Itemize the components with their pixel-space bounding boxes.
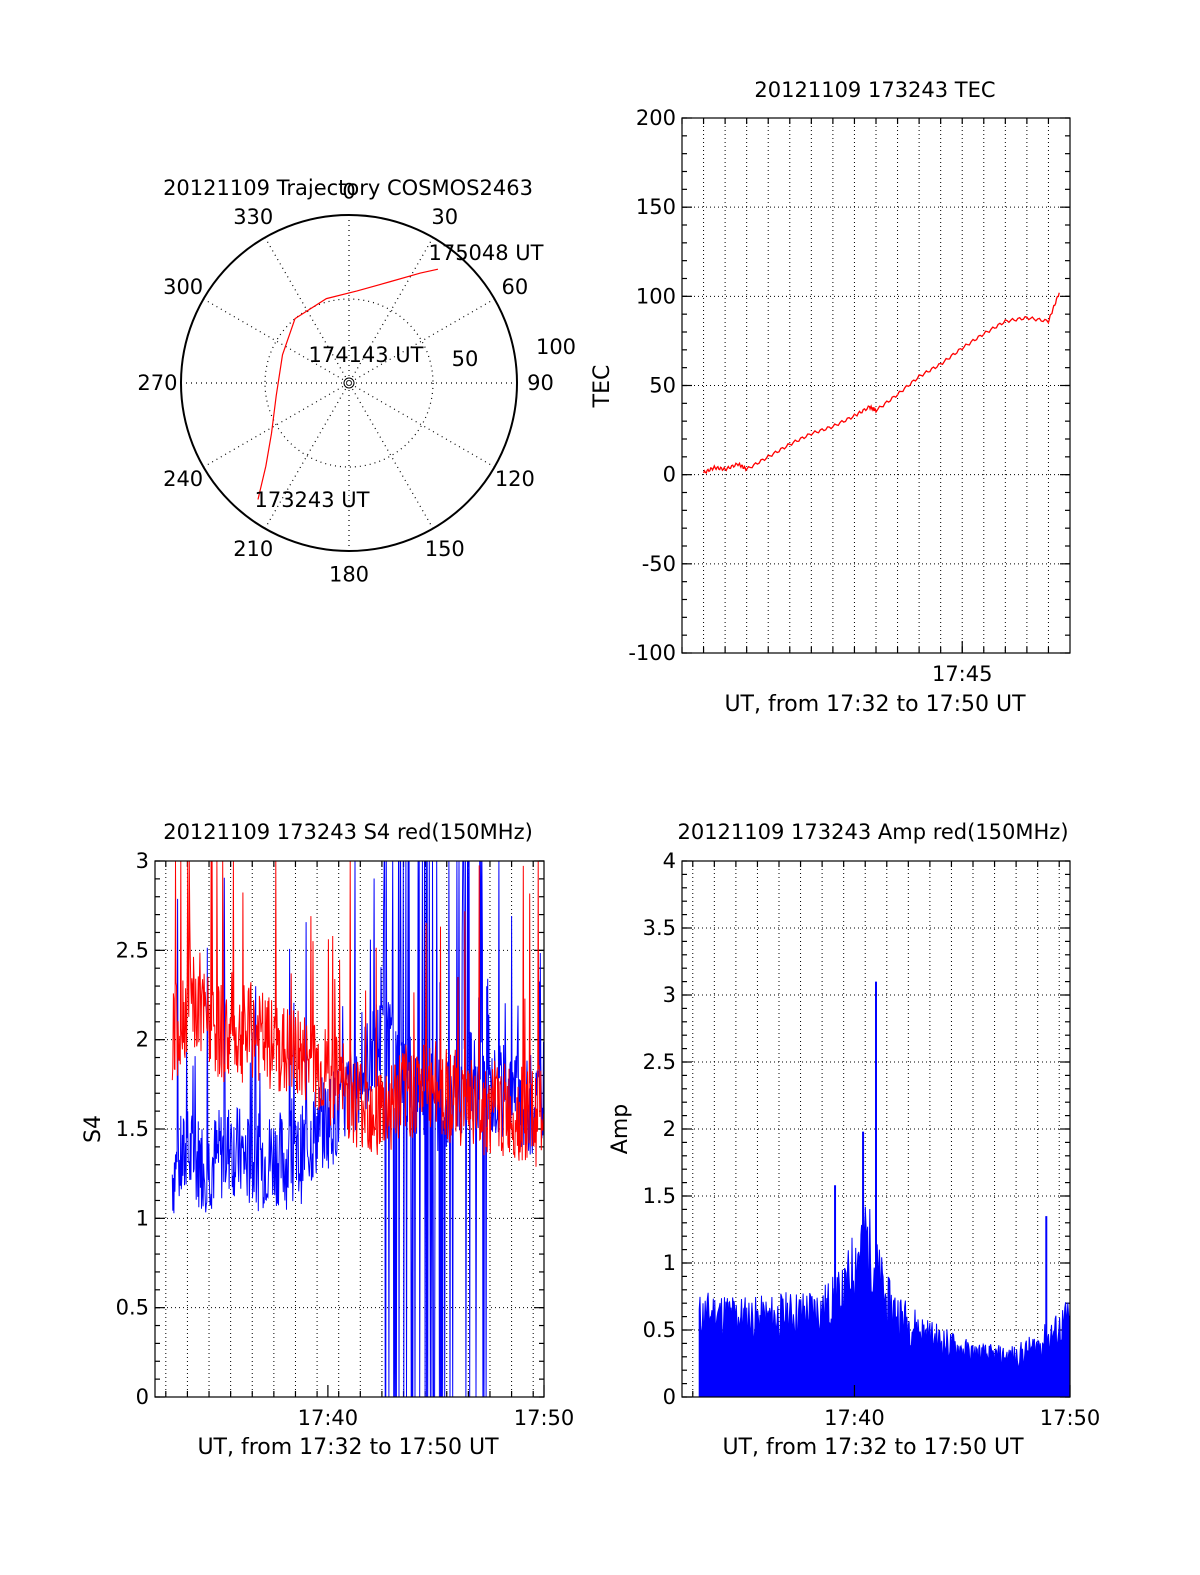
y-tick-label: 3.5 [643, 916, 676, 940]
tec-y-tick-labels: -100 -50 0 50 100 150 200 [628, 106, 676, 665]
s4-y-axis-label: S4 [81, 1115, 106, 1143]
amp-x-tick-labels: 17:40 17:50 [824, 1385, 1100, 1430]
y-tick-label: -100 [628, 641, 676, 665]
track-annotations: 175048 UT 174143 UT 173243 UT [254, 241, 543, 512]
polar-center-ring [343, 377, 355, 389]
s4-y-tick-labels: 0 0.5 1 1.5 2 2.5 3 [116, 849, 149, 1409]
polar-angle-label: 300 [163, 275, 203, 299]
amp-series-area [698, 1200, 1071, 1398]
track-annotation: 175048 UT [428, 241, 543, 265]
tec-series-line [703, 292, 1060, 475]
tec-x-tick-labels: 17:45 [932, 641, 993, 686]
y-tick-label: 0 [663, 1385, 676, 1409]
amp-plot-frame [681, 860, 1071, 1398]
polar-angle-label: 240 [163, 467, 203, 491]
polar-radial-label: 50 [452, 347, 479, 371]
y-tick-label: 0.5 [116, 1296, 149, 1320]
y-tick-label: 100 [636, 284, 676, 308]
tec-x-axis-label: UT, from 17:32 to 17:50 UT [724, 692, 1026, 717]
polar-spoke [264, 237, 434, 529]
s4-x-tick-labels: 17:40 17:50 [298, 1385, 575, 1430]
amp-grid [682, 860, 1070, 1398]
tec-title: 20121109 173243 TEC [754, 78, 995, 102]
amp-y-axis-label: Amp [608, 1104, 633, 1154]
track-annotation: 174143 UT [308, 343, 423, 367]
polar-ring-50 [264, 298, 434, 468]
polar-angle-label: 270 [137, 371, 177, 395]
y-tick-label: 0 [136, 1385, 149, 1409]
x-tick-label: 17:50 [514, 1406, 575, 1430]
y-tick-label: 1 [136, 1206, 149, 1230]
x-tick-label: 17:50 [1040, 1406, 1101, 1430]
s4-red-series-line [171, 860, 544, 1167]
polar-angle-label: 180 [329, 563, 369, 587]
polar-spoke [264, 237, 434, 529]
y-tick-label: 200 [636, 106, 676, 130]
amp-title: 20121109 173243 Amp red(150MHz) [677, 820, 1068, 844]
amp-panel: 20121109 173243 Amp red(150MHz) 0 0.5 1 1.5… [608, 820, 1100, 1460]
y-tick-label: 0.5 [643, 1318, 676, 1342]
trajectory-title: 20121109 Trajectory COSMOS2463 [163, 176, 533, 200]
y-tick-label: 0 [663, 463, 676, 487]
y-tick-label: 3 [136, 849, 149, 873]
tec-y-axis-label: TEC [590, 365, 615, 409]
x-tick-label: 17:45 [932, 662, 993, 686]
satellite-track [257, 268, 439, 500]
polar-spoke [203, 298, 495, 468]
x-tick-label: 17:40 [824, 1406, 885, 1430]
s4-title: 20121109 173243 S4 red(150MHz) [163, 820, 533, 844]
y-tick-label: 50 [649, 374, 676, 398]
s4-plot-frame [154, 860, 545, 1398]
tec-grid [681, 117, 1070, 654]
y-tick-label: 3 [663, 983, 676, 1007]
s4-series [171, 860, 545, 1398]
y-tick-label: 2.5 [116, 938, 149, 962]
trajectory-panel: 20121109 Trajectory COSMOS2463 0 30 60 90 12… [137, 176, 576, 587]
polar-angle-label: 30 [431, 205, 458, 229]
y-tick-label: 150 [636, 195, 676, 219]
y-tick-label: 2 [136, 1028, 149, 1052]
polar-grid [180, 214, 518, 552]
tec-panel: 20121109 173243 TEC -100-50050100150200 … [590, 78, 1071, 717]
y-tick-label: 2 [663, 1117, 676, 1141]
y-tick-label: -50 [642, 552, 676, 576]
polar-angle-label: 210 [233, 537, 273, 561]
polar-radial-labels: 50 100 [452, 335, 576, 371]
polar-radial-label: 100 [536, 335, 576, 359]
y-tick-label: 1 [663, 1251, 676, 1275]
s4-x-axis-label: UT, from 17:32 to 17:50 UT [197, 1435, 499, 1460]
amp-x-axis-label: UT, from 17:32 to 17:50 UT [722, 1435, 1024, 1460]
x-tick-label: 17:40 [298, 1406, 359, 1430]
polar-angle-label: 60 [501, 275, 528, 299]
polar-spoke [203, 298, 495, 468]
amp-y-tick-labels: 0 0.5 1 1.5 2 2.5 3 3.5 4 [643, 849, 676, 1409]
polar-angle-label: 330 [233, 205, 273, 229]
tec-plot-frame [681, 117, 1071, 654]
s4-panel: 20121109 173243 S4 red(150MHz) 0 0.5 1 1.5 2… [81, 820, 574, 1460]
y-tick-label: 1.5 [643, 1184, 676, 1208]
amp-peaks [834, 981, 1048, 1397]
s4-blue-series-line [171, 860, 545, 1398]
y-tick-label: 1.5 [116, 1117, 149, 1141]
polar-angle-label: 90 [527, 371, 554, 395]
y-tick-label: 4 [663, 849, 676, 873]
polar-angle-labels: 0 30 60 90 120 150 180 210 240 270 300 330 [137, 179, 553, 586]
polar-angle-label: 0 [342, 179, 355, 203]
y-tick-label: 2.5 [643, 1050, 676, 1074]
track-annotation: 173243 UT [254, 488, 369, 512]
polar-angle-label: 120 [495, 467, 535, 491]
polar-angle-label: 150 [425, 537, 465, 561]
